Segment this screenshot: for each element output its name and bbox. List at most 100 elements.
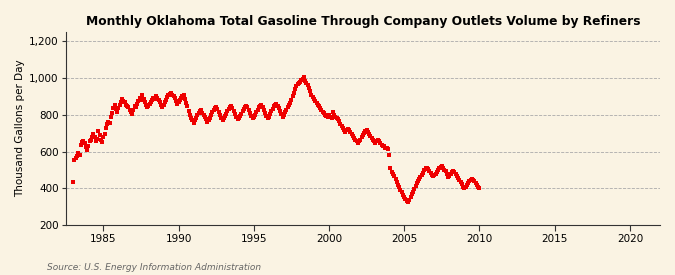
Point (304, 86, 315, 90)
Point (209, 106, 220, 111)
Point (281, 108, 292, 112)
Point (86, 138, 97, 142)
Point (109, 102, 120, 107)
Point (157, 105, 167, 110)
Point (400, 197, 411, 202)
Point (177, 94, 188, 98)
Point (127, 112, 138, 116)
Point (392, 180, 402, 184)
Point (218, 116, 229, 121)
Point (361, 128, 372, 133)
Point (90, 138, 101, 143)
Point (167, 92, 178, 97)
Point (227, 106, 238, 111)
Point (410, 184, 421, 188)
Point (393, 183, 404, 187)
Point (168, 94, 179, 98)
Point (273, 106, 284, 111)
Point (272, 104, 283, 109)
Point (396, 190, 407, 195)
Point (79, 141, 90, 145)
Point (151, 94, 161, 98)
Point (406, 192, 417, 196)
Point (208, 108, 219, 112)
Point (111, 107, 122, 111)
Point (409, 186, 420, 191)
Point (70, 156, 81, 160)
Point (364, 132, 375, 136)
Point (286, 98, 297, 102)
Point (441, 172, 452, 176)
Point (97, 140, 107, 145)
Point (161, 98, 171, 102)
Point (211, 105, 221, 110)
Point (289, 90, 300, 95)
Point (386, 170, 397, 174)
Point (439, 167, 450, 172)
Point (370, 141, 381, 145)
Point (390, 177, 401, 181)
Point (104, 121, 115, 125)
Point (319, 111, 329, 115)
Point (448, 169, 458, 174)
Point (181, 101, 192, 105)
Point (261, 114, 271, 118)
Point (433, 168, 443, 172)
Point (404, 197, 414, 202)
Point (297, 77, 308, 81)
Point (449, 170, 460, 174)
Point (244, 111, 255, 115)
Point (295, 79, 306, 84)
Point (149, 97, 160, 101)
Point (338, 125, 348, 130)
Point (412, 178, 423, 183)
Point (118, 99, 129, 103)
Point (95, 133, 105, 137)
Point (308, 97, 319, 101)
Point (173, 100, 184, 104)
Point (458, 184, 468, 189)
Point (216, 115, 227, 120)
Point (183, 109, 194, 113)
Point (147, 98, 158, 102)
Point (395, 188, 406, 192)
Point (415, 175, 426, 179)
Point (352, 141, 363, 145)
Point (262, 116, 273, 121)
Point (302, 83, 313, 87)
Point (231, 114, 242, 119)
Point (368, 138, 379, 142)
Point (385, 166, 396, 170)
Point (112, 110, 123, 114)
Point (95, 138, 106, 142)
Point (76, 140, 87, 145)
Point (358, 131, 369, 135)
Point (421, 166, 432, 170)
Point (307, 95, 318, 100)
Point (336, 123, 347, 128)
Point (387, 171, 398, 176)
Point (196, 108, 207, 112)
Point (300, 78, 310, 83)
Point (423, 167, 433, 171)
Point (148, 96, 159, 100)
Point (474, 186, 485, 191)
Point (134, 96, 145, 100)
Point (399, 195, 410, 199)
Point (76, 143, 86, 147)
Point (129, 103, 140, 108)
Point (373, 138, 383, 142)
Point (344, 128, 354, 133)
Point (434, 166, 445, 171)
Point (329, 112, 340, 117)
Point (126, 110, 136, 114)
Point (465, 177, 476, 182)
Point (108, 106, 119, 111)
Point (251, 110, 262, 114)
Point (225, 105, 236, 110)
Point (394, 185, 405, 190)
Point (152, 96, 163, 100)
Point (314, 104, 325, 109)
Point (190, 118, 200, 122)
Point (317, 110, 328, 114)
